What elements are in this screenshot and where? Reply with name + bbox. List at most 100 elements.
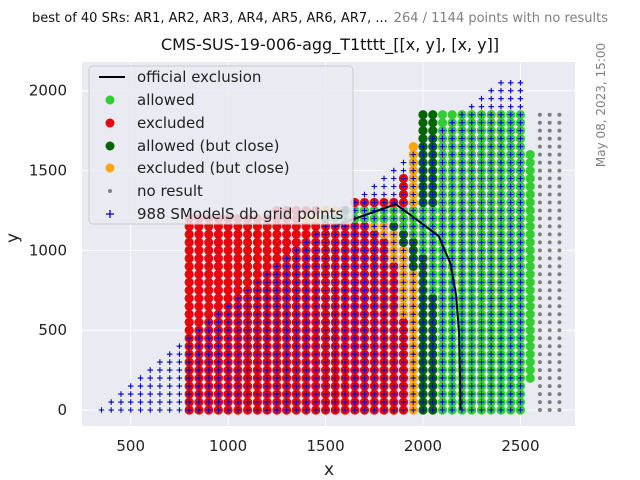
grid-point-marker [283,407,290,413]
grid-point-marker [439,279,446,286]
grid-point-marker [283,343,290,349]
grid-point-marker [235,335,241,341]
grid-point-marker [498,359,504,365]
grid-point-marker [332,327,339,333]
grid-point-marker [244,351,251,357]
no-result-point [547,376,552,381]
allowed-point [525,245,535,255]
grid-point-marker [400,159,407,166]
no-result-point [537,264,542,269]
grid-point-marker [352,327,358,333]
grid-point-marker [254,343,261,349]
grid-point-marker [391,407,397,413]
grid-point-marker [342,255,348,262]
grid-point-marker [108,399,114,405]
grid-point-marker [430,247,436,254]
grid-point-marker [381,327,387,333]
grid-point-marker [322,287,329,294]
no-result-point [557,368,562,373]
grid-point-marker [361,199,368,206]
no-result-point [547,264,552,269]
grid-point-marker [352,239,358,246]
grid-point-marker [352,359,358,365]
grid-point-marker [488,159,494,166]
no-result-point [557,168,562,173]
grid-point-marker [313,271,319,278]
grid-point-marker [439,143,446,150]
grid-point-marker [439,295,446,302]
grid-point-marker [400,359,407,365]
grid-point-marker [498,191,504,198]
grid-point-marker [449,359,455,365]
grid-point-marker [244,319,251,325]
grid-point-marker [507,143,514,150]
grid-point-marker [507,191,514,198]
excluded-point [204,269,214,279]
grid-point-marker [254,327,261,333]
grid-point-marker [352,231,358,238]
grid-point-marker [517,247,524,254]
allowed-close-point [428,110,438,120]
excluded-point [213,285,223,295]
grid-point-marker [293,311,300,317]
grid-point-marker [400,239,407,246]
grid-point-marker [283,399,290,405]
grid-point-marker [391,167,397,174]
grid-point-marker [517,375,524,381]
grid-point-marker [517,287,524,294]
grid-point-marker [498,87,504,94]
grid-point-marker [400,287,407,294]
grid-point-marker [371,247,378,254]
grid-point-marker [205,391,212,397]
grid-point-marker [371,263,378,270]
no-result-point [557,376,562,381]
grid-point-marker [371,391,378,397]
grid-point-marker [381,375,387,381]
excluded-point [282,237,292,247]
grid-point-marker [381,223,387,230]
grid-point-marker [264,295,270,302]
no-result-point [557,296,562,301]
allowed-point [525,173,535,184]
grid-point-marker [313,239,319,246]
grid-point-marker [478,239,485,246]
grid-point-marker [449,319,455,325]
grid-point-marker [468,375,475,381]
no-result-point [537,336,542,341]
grid-point-marker [478,295,485,302]
grid-point-marker [478,335,485,341]
no-result-point [557,256,562,261]
grid-point-marker [313,343,319,349]
grid-point-marker [283,351,290,357]
grid-point-marker [478,311,485,317]
grid-point-marker [196,335,202,341]
allowed-point [525,301,535,311]
grid-point-marker [313,399,319,405]
grid-point-marker [186,391,192,397]
grid-point-marker [488,103,494,110]
grid-point-marker [498,167,504,174]
grid-point-marker [264,367,270,373]
grid-point-marker [488,255,494,262]
grid-point-marker [352,319,358,325]
grid-point-marker [254,399,261,405]
grid-point-marker [391,359,397,365]
grid-point-marker [507,311,514,317]
excluded-point [184,309,194,319]
grid-point-marker [361,327,368,333]
excluded-point [262,245,272,255]
grid-point-marker [498,143,504,150]
grid-point-marker [507,327,514,333]
grid-point-marker [205,319,212,325]
grid-point-marker [166,383,173,389]
grid-point-marker [430,295,436,302]
grid-point-marker [468,255,475,262]
grid-point-marker [264,303,270,310]
excluded-point [194,261,204,271]
no-result-point [537,240,542,245]
grid-point-marker [264,407,270,413]
grid-point-marker [488,143,494,150]
no-result-point [547,360,552,365]
excluded-point [184,253,194,263]
grid-point-marker [430,175,436,182]
